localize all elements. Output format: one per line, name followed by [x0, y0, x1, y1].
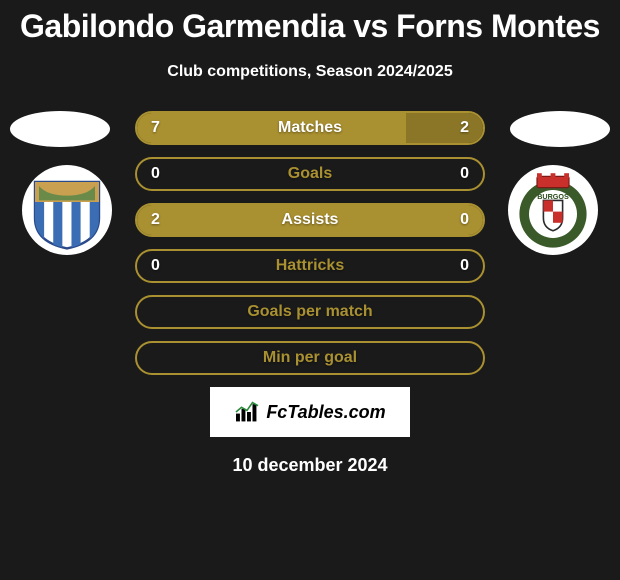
stat-label: Assists [282, 211, 339, 229]
malaga-crest-icon [27, 170, 107, 250]
fctables-text: FcTables.com [266, 402, 385, 423]
stat-value-left: 0 [151, 165, 160, 183]
stat-row: 2 Assists 0 [135, 203, 485, 237]
stat-value-right: 0 [460, 257, 469, 275]
stat-fill-right [406, 113, 483, 143]
stat-value-right: 2 [460, 119, 469, 137]
page-title: Gabilondo Garmendia vs Forns Montes [0, 0, 620, 45]
subtitle: Club competitions, Season 2024/2025 [0, 63, 620, 81]
stat-label: Hattricks [276, 257, 344, 275]
stat-value-right: 0 [460, 211, 469, 229]
stat-value-right: 0 [460, 165, 469, 183]
flag-right [510, 111, 610, 147]
club-badge-right: BURGOS [508, 165, 598, 255]
bar-chart-icon [234, 401, 260, 423]
date-text: 10 december 2024 [0, 455, 620, 476]
fctables-logo: FcTables.com [210, 387, 410, 437]
comparison-panel: BURGOS 7 Matches 2 0 Goals 0 2 Assists 0 0 Hattric… [0, 111, 620, 476]
stat-label: Goals per match [247, 303, 372, 321]
stat-row: 0 Hattricks 0 [135, 249, 485, 283]
stat-row: 0 Goals 0 [135, 157, 485, 191]
stat-row: Goals per match [135, 295, 485, 329]
stat-row: 7 Matches 2 [135, 111, 485, 145]
svg-text:BURGOS: BURGOS [537, 192, 569, 201]
stat-value-left: 7 [151, 119, 160, 137]
stat-rows: 7 Matches 2 0 Goals 0 2 Assists 0 0 Hattricks 0 Goal… [135, 111, 485, 375]
stat-label: Matches [278, 119, 342, 137]
stat-value-left: 0 [151, 257, 160, 275]
stat-label: Min per goal [263, 349, 357, 367]
stat-fill-left [137, 113, 406, 143]
stat-value-left: 2 [151, 211, 160, 229]
stat-row: Min per goal [135, 341, 485, 375]
flag-left [10, 111, 110, 147]
club-badge-left [22, 165, 112, 255]
burgos-crest-icon: BURGOS [513, 170, 593, 250]
stat-label: Goals [288, 165, 332, 183]
